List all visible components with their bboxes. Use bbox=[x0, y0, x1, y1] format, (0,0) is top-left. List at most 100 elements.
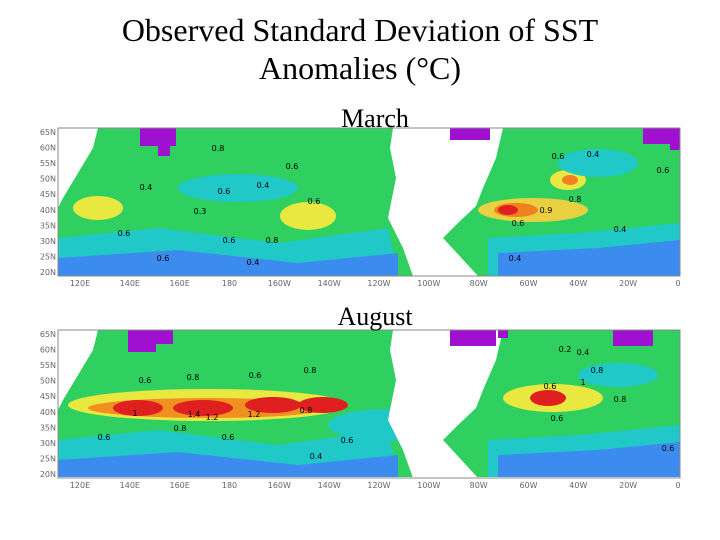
lat-label: 35N bbox=[40, 221, 56, 230]
anomaly-patch bbox=[173, 400, 233, 416]
lon-label: 0 bbox=[675, 279, 680, 288]
lon-label: 120W bbox=[367, 481, 390, 490]
contour-label: 0.6 bbox=[98, 433, 111, 442]
lat-label: 40N bbox=[40, 408, 56, 417]
lon-label: 160W bbox=[268, 279, 291, 288]
contour-label: 0.3 bbox=[194, 207, 207, 216]
lat-label: 40N bbox=[40, 206, 56, 215]
contour-label: 0.6 bbox=[118, 229, 131, 238]
map-frame bbox=[57, 127, 681, 277]
contour-label: 0.8 bbox=[614, 395, 627, 404]
lon-label: 140E bbox=[120, 481, 140, 490]
lat-label: 45N bbox=[40, 392, 56, 401]
contour-label: 0.6 bbox=[139, 376, 152, 385]
contour-label: 0.6 bbox=[222, 433, 235, 442]
lat-label: 20N bbox=[40, 268, 56, 277]
contour-label: 0.4 bbox=[509, 254, 522, 263]
anomaly-patch bbox=[280, 202, 336, 230]
sea-ice bbox=[153, 330, 173, 344]
contour-label: 0.6 bbox=[544, 382, 557, 391]
lon-label: 180 bbox=[222, 481, 237, 490]
sea-ice bbox=[450, 128, 490, 140]
lat-label: 50N bbox=[40, 377, 56, 386]
map-label: March bbox=[341, 104, 409, 133]
contour-label: 0.6 bbox=[308, 197, 321, 206]
map-frame bbox=[57, 329, 681, 479]
lat-label: 50N bbox=[40, 175, 56, 184]
lon-label: 40W bbox=[569, 481, 587, 490]
contour-label: 0.4 bbox=[140, 183, 153, 192]
contour-label: 1.4 bbox=[188, 410, 201, 419]
contour-label: 0.4 bbox=[587, 150, 600, 159]
contour-label: 0.8 bbox=[212, 144, 225, 153]
contour-label: 0.4 bbox=[577, 348, 590, 357]
contour-label: 0.8 bbox=[304, 366, 317, 375]
lat-label: 55N bbox=[40, 159, 56, 168]
contour-label: 0.9 bbox=[540, 206, 553, 215]
contour-label: 0.6 bbox=[552, 152, 565, 161]
contour-label: 0.2 bbox=[559, 345, 572, 354]
lon-label: 120W bbox=[367, 279, 390, 288]
lon-label: 160E bbox=[170, 481, 190, 490]
sea-ice bbox=[450, 330, 496, 346]
contour-label: 0.6 bbox=[157, 254, 170, 263]
lon-label: 140E bbox=[120, 279, 140, 288]
contour-label: 0.8 bbox=[591, 366, 604, 375]
contour-label: 1 bbox=[580, 378, 585, 387]
contour-label: 0.8 bbox=[569, 195, 582, 204]
contour-label: 0.6 bbox=[512, 219, 525, 228]
anomaly-patch bbox=[498, 205, 518, 215]
contour-label: 1 bbox=[132, 409, 137, 418]
ocean-blue bbox=[498, 442, 680, 477]
lon-label: 140W bbox=[318, 279, 341, 288]
lon-label: 180 bbox=[222, 279, 237, 288]
map-panel bbox=[58, 128, 680, 276]
lon-label: 60W bbox=[519, 481, 537, 490]
sea-ice bbox=[670, 128, 680, 150]
anomaly-patch bbox=[578, 363, 658, 387]
lat-label: 45N bbox=[40, 190, 56, 199]
lat-label: 25N bbox=[40, 252, 56, 261]
lon-label: 120E bbox=[70, 279, 90, 288]
lon-label: 140W bbox=[318, 481, 341, 490]
anomaly-patch bbox=[113, 400, 163, 416]
anomaly-patch bbox=[298, 397, 348, 413]
contour-label: 0.8 bbox=[187, 373, 200, 382]
lon-label: 80W bbox=[470, 279, 488, 288]
lon-label: 60W bbox=[519, 279, 537, 288]
lon-label: 120E bbox=[70, 481, 90, 490]
title-line: Observed Standard Deviation of SST bbox=[121, 12, 599, 48]
lat-label: 60N bbox=[40, 144, 56, 153]
ocean-blue bbox=[58, 250, 398, 276]
lat-label: 55N bbox=[40, 361, 56, 370]
sea-ice bbox=[158, 128, 170, 156]
lat-label: 65N bbox=[40, 330, 56, 339]
lat-label: 20N bbox=[40, 470, 56, 479]
contour-label: 0.6 bbox=[249, 371, 262, 380]
sea-ice bbox=[498, 330, 508, 338]
lat-label: 30N bbox=[40, 439, 56, 448]
lon-label: 160E bbox=[170, 279, 190, 288]
sea-ice bbox=[643, 128, 673, 144]
contour-label: 0.8 bbox=[174, 424, 187, 433]
anomaly-patch bbox=[530, 390, 566, 406]
lat-label: 35N bbox=[40, 423, 56, 432]
sea-ice bbox=[613, 330, 653, 346]
title-line: Anomalies (°C) bbox=[258, 50, 462, 86]
lat-label: 25N bbox=[40, 454, 56, 463]
ocean-blue bbox=[58, 452, 398, 477]
map-panel bbox=[58, 330, 680, 477]
contour-label: 0.8 bbox=[266, 236, 279, 245]
lon-label: 20W bbox=[619, 481, 637, 490]
map-label: August bbox=[337, 302, 413, 331]
land bbox=[58, 128, 98, 208]
contour-label: 0.4 bbox=[257, 181, 270, 190]
contour-label: 0.6 bbox=[657, 166, 670, 175]
land bbox=[388, 330, 503, 477]
lon-label: 40W bbox=[569, 279, 587, 288]
contour-label: 0.4 bbox=[614, 225, 627, 234]
contour-label: 1.2 bbox=[248, 410, 261, 419]
contour-label: 0.8 bbox=[300, 406, 313, 415]
